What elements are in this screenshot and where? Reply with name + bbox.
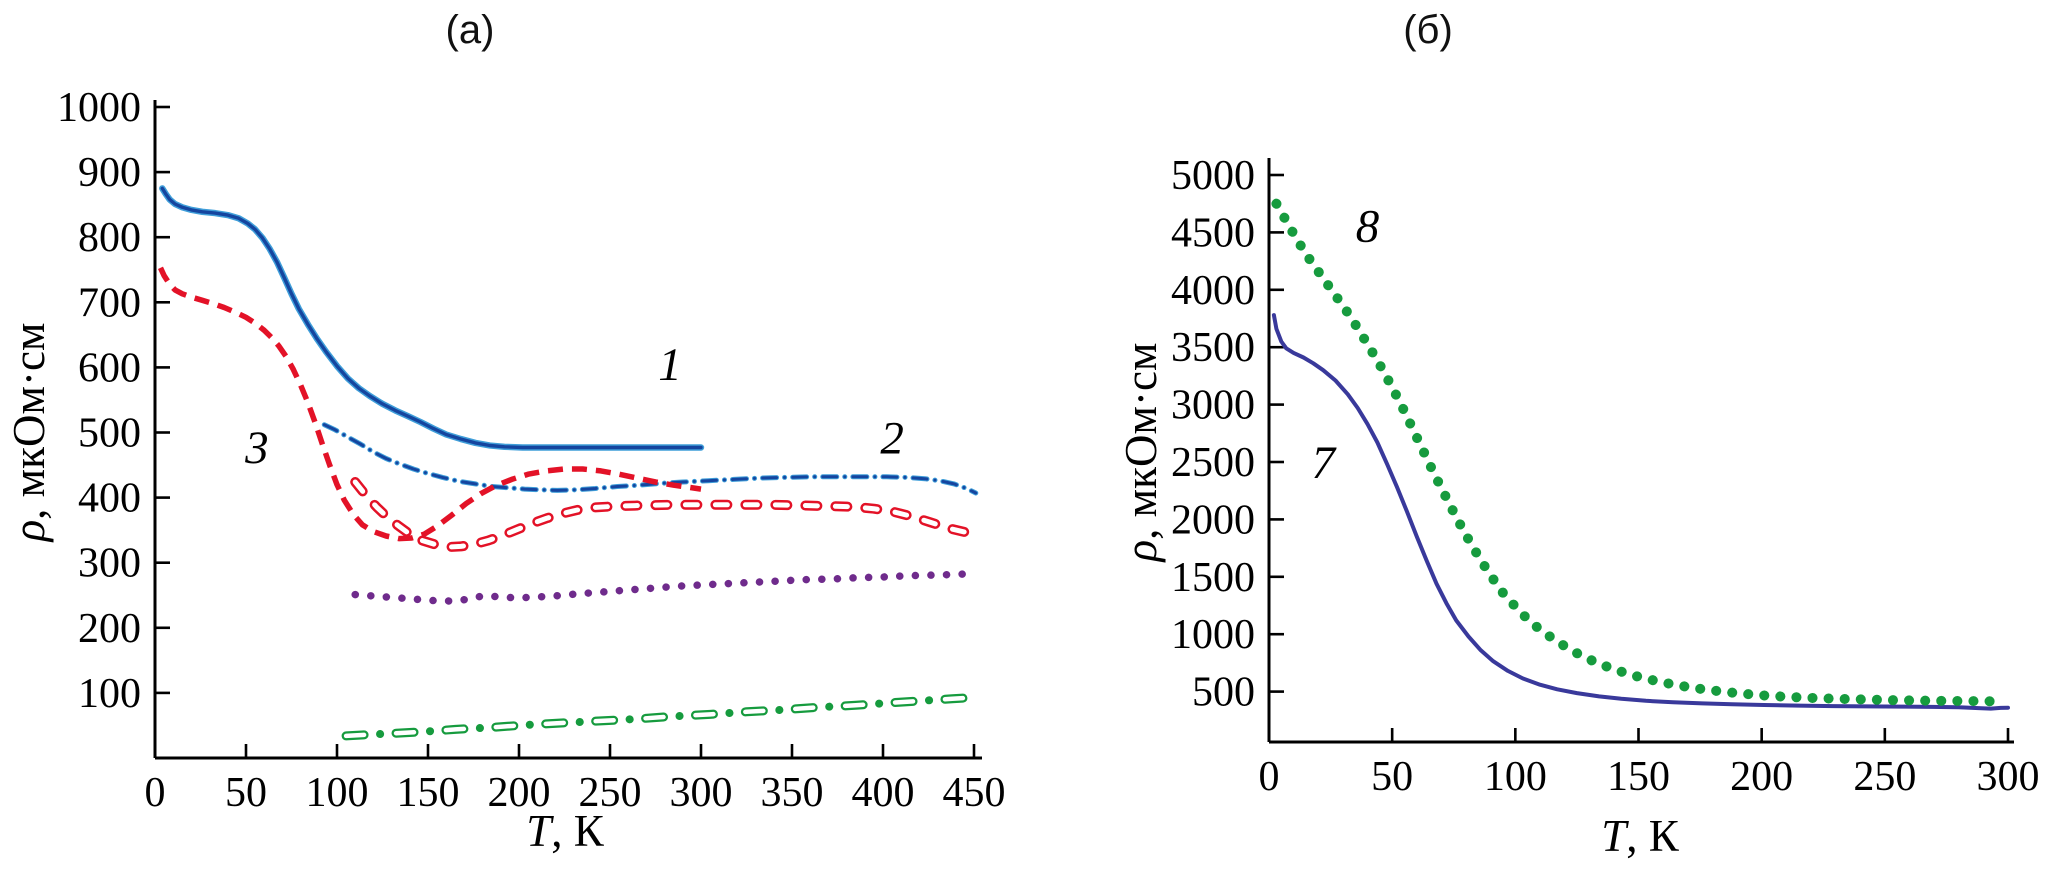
y-tick-label: 700: [78, 280, 141, 326]
x-tick-label: 350: [761, 770, 824, 816]
panel-letter-a: (а): [445, 8, 495, 52]
panel-a: 0 50 100 150 200 250 300 350 400 450 100 200 300 400 5…: [4, 85, 1006, 856]
y-tick-label: 900: [78, 150, 141, 196]
x-tick-label: 300: [670, 770, 733, 816]
curve-label-3: 3: [244, 422, 269, 474]
x-tick-label: 200: [488, 770, 551, 816]
y-tick-label: 300: [78, 541, 141, 587]
y-tick-label: 3500: [1171, 325, 1255, 371]
y-tick-label: 1000: [1171, 612, 1255, 658]
x-tick-label: 0: [145, 770, 166, 816]
x-tick-label: 100: [306, 770, 369, 816]
y-tick-label: 500: [78, 411, 141, 457]
y-axis-title-a: ρ, мкОм·см: [4, 323, 54, 544]
series-1-curve: [160, 186, 703, 450]
y-tick-label: 4500: [1171, 210, 1255, 256]
y-tick-label: 1000: [57, 85, 141, 131]
x-tick-label: 450: [943, 770, 1006, 816]
x-tick-label: 400: [852, 770, 915, 816]
curve-label-8: 8: [1356, 201, 1380, 253]
x-tick-label: 250: [579, 770, 642, 816]
x-tick-label: 250: [1853, 754, 1916, 800]
x-tick-label: 0: [1259, 754, 1280, 800]
y-tick-label: 500: [1192, 670, 1255, 716]
y-tick-label: 2000: [1171, 497, 1255, 543]
y-tick-label: 4000: [1171, 268, 1255, 314]
y-tick-label: 3000: [1171, 383, 1255, 429]
y-tick-label: 5000: [1171, 153, 1255, 199]
curve-label-7: 7: [1311, 437, 1337, 489]
x-tick-label: 150: [397, 770, 460, 816]
x-tick-label: 150: [1607, 754, 1670, 800]
series-2-curve: [322, 423, 978, 495]
series-6-curve: [343, 695, 977, 739]
curve-label-1: 1: [658, 339, 682, 391]
series-8-curve: [1271, 198, 2006, 707]
panel-letter-b: (б): [1403, 8, 1453, 52]
y-tick-label: 800: [78, 215, 141, 261]
y-axis-title-b: ρ, мкОм·см: [1116, 343, 1166, 564]
x-tick-label: 50: [225, 770, 267, 816]
y-tick-label: 100: [78, 671, 141, 717]
y-tick-label: 400: [78, 476, 141, 522]
x-tick-label: 100: [1484, 754, 1547, 800]
y-tick-label: 1500: [1171, 555, 1255, 601]
series-3-curve: [158, 266, 702, 542]
x-axis-title-b: T, К: [1601, 811, 1680, 861]
x-tick-label: 200: [1730, 754, 1793, 800]
series-5-curve: [351, 570, 973, 605]
panel-b: 0 50 100 150 200 250 300 500 1000 1500 2000 2500 300…: [1116, 153, 2040, 861]
series-4-curve: [352, 479, 981, 550]
series-7-curve: [1271, 313, 2010, 711]
curve-label-2: 2: [880, 412, 904, 464]
x-tick-label: 300: [1977, 754, 2040, 800]
y-tick-label: 600: [78, 345, 141, 391]
y-tick-label: 2500: [1171, 440, 1255, 486]
x-axis-title-a: T, К: [526, 806, 605, 856]
x-tick-label: 50: [1371, 754, 1413, 800]
y-tick-label: 200: [78, 606, 141, 652]
